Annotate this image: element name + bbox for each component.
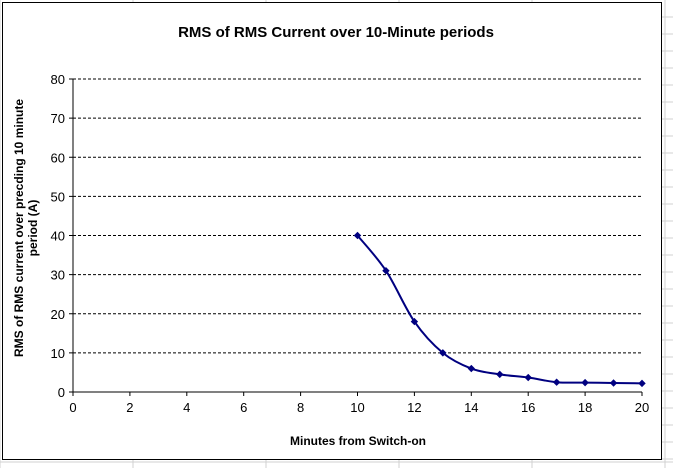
data-point-marker[interactable]	[638, 379, 646, 388]
data-point-marker[interactable]	[581, 378, 589, 387]
data-point-marker[interactable]	[439, 349, 447, 357]
x-tick-label: 2	[126, 400, 133, 415]
x-tick-label: 8	[297, 400, 304, 415]
axes	[69, 78, 643, 396]
y-axis-label-line-1: RMS of RMS current over precding 10 minu…	[12, 99, 26, 357]
data-point-marker[interactable]	[382, 267, 390, 275]
x-tick-label: 16	[521, 400, 535, 415]
y-tick-label: 30	[51, 268, 65, 283]
data-point-marker[interactable]	[524, 373, 532, 382]
y-tick-label: 70	[51, 111, 65, 126]
data-point-marker[interactable]	[353, 231, 362, 240]
y-tick-label: 20	[51, 307, 65, 322]
x-tick-label: 6	[240, 400, 247, 415]
data-point-marker[interactable]	[609, 379, 618, 387]
x-tick-label: 12	[407, 400, 421, 415]
x-tick-label: 4	[183, 400, 190, 415]
data-point-marker[interactable]	[410, 317, 419, 326]
x-axis-label: Minutes from Switch-on	[290, 434, 426, 448]
chart-area[interactable]: RMS of RMS Current over 10-Minute period…	[2, 2, 662, 460]
data-point-marker[interactable]	[496, 370, 504, 379]
chart-canvas: RMS of RMS Current over 10-Minute period…	[12, 24, 650, 448]
gridlines	[73, 78, 642, 354]
y-axis-label-line-2: period (A)	[26, 200, 40, 257]
x-tick-label: 20	[635, 400, 649, 415]
x-tick-label: 18	[578, 400, 592, 415]
y-tick-label: 0	[58, 385, 65, 400]
series-line	[356, 234, 643, 385]
series	[353, 231, 646, 388]
x-tick-label: 14	[464, 400, 478, 415]
y-tick-label: 50	[51, 189, 65, 204]
data-point-marker[interactable]	[467, 364, 476, 373]
y-tick-label: 80	[51, 72, 65, 87]
x-tick-label: 0	[69, 400, 76, 415]
tick-labels: 0 10 20 30 40 50 60 70 80 0 2 4 6 8 10 12 14 16 18 20	[51, 72, 650, 415]
x-tick-label: 10	[350, 400, 364, 415]
y-tick-label: 10	[51, 346, 65, 361]
y-tick-label: 40	[51, 229, 65, 244]
y-tick-label: 60	[51, 150, 65, 165]
chart-title: RMS of RMS Current over 10-Minute period…	[178, 24, 494, 41]
data-point-marker[interactable]	[552, 378, 561, 386]
